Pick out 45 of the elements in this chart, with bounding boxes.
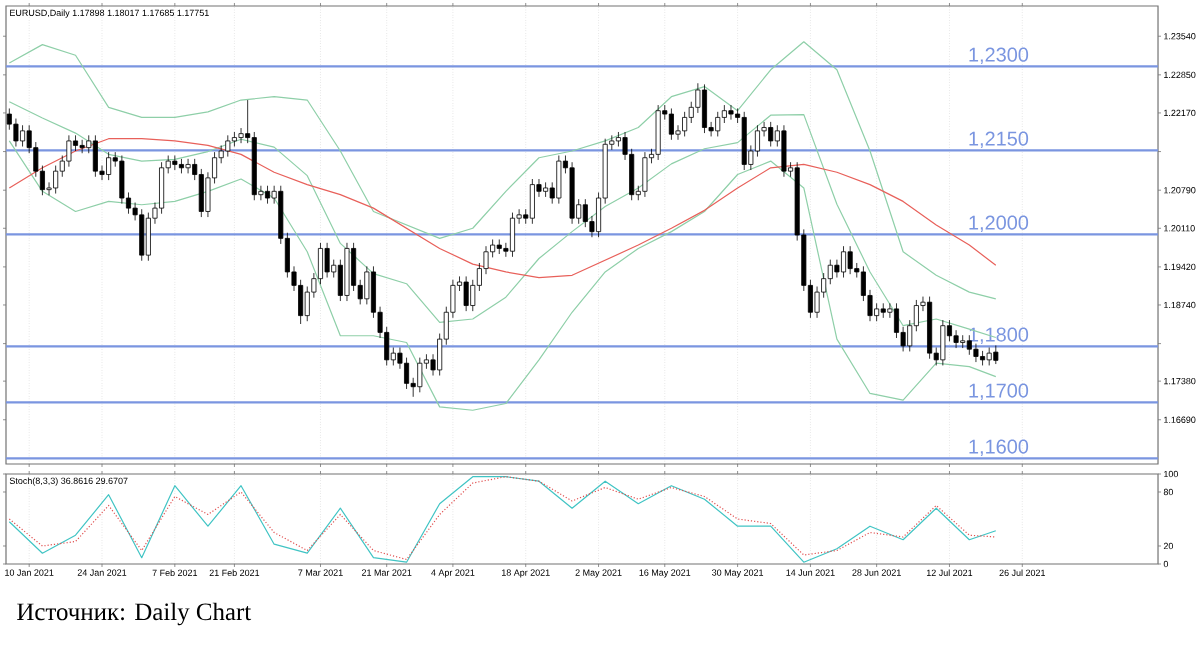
candlestick [701, 83, 708, 134]
candlestick [682, 111, 688, 137]
candlestick [754, 124, 760, 157]
text: Источник: Daily Chart [17, 602, 252, 626]
ref-line-label: 1,2150 [969, 131, 1029, 149]
candlestick [993, 345, 999, 365]
candlestick [139, 208, 145, 262]
candlestick [834, 259, 840, 278]
ref-line-label: 1,1600 [969, 439, 1029, 457]
candlestick [668, 108, 674, 141]
candlestick [655, 104, 661, 161]
ref-line-label: 1,1700 [969, 383, 1029, 401]
candlestick [966, 334, 972, 356]
candlestick [20, 124, 26, 147]
candlestick [417, 357, 423, 393]
candlestick [185, 158, 191, 174]
candlestick [509, 212, 516, 258]
candlestick [642, 151, 648, 198]
candlestick [973, 343, 979, 363]
candlestick [529, 178, 535, 225]
candlestick [841, 245, 847, 278]
candlestick [741, 111, 747, 171]
candlestick [344, 242, 350, 302]
candlestick [198, 168, 204, 218]
candlestick [940, 319, 946, 366]
candlestick [53, 165, 59, 194]
candlestick [106, 151, 112, 181]
candlestick [827, 259, 833, 285]
candlestick [324, 242, 330, 278]
candlestick [556, 155, 562, 205]
candlestick [715, 111, 721, 137]
candlestick [768, 121, 774, 147]
candlestick [960, 334, 966, 349]
candlestick [351, 242, 357, 292]
candlestick [364, 265, 370, 305]
candlestick [463, 276, 469, 312]
candlestick [238, 127, 244, 144]
ref-line-label: 1,2000 [969, 215, 1029, 233]
candlestick [225, 134, 231, 157]
candlestick [79, 139, 85, 154]
candlestick [92, 134, 98, 178]
ref-line-label: 1,2300 [969, 47, 1029, 65]
candlestick [728, 104, 734, 121]
candlestick [847, 245, 853, 275]
candlestick [781, 124, 787, 178]
